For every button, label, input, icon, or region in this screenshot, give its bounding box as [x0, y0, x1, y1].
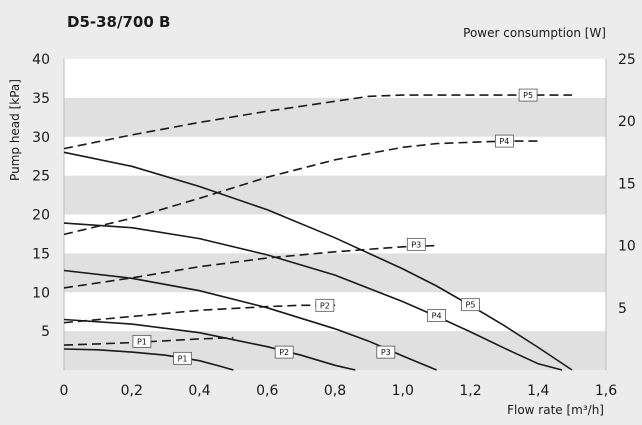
- y-tick-label: 25: [32, 169, 50, 185]
- x-tick-labels: 0 0,2 0,4 0,6 0,8 1,0 1,2 1,4 1,6: [60, 383, 618, 399]
- grid-band: [64, 97, 606, 137]
- x-axis-label: Flow rate [m³/h]: [507, 403, 604, 417]
- chart-title: D5-38/700 B: [67, 13, 170, 31]
- y2-tick-label: 15: [618, 176, 636, 192]
- x-tick-label: 1,0: [392, 383, 414, 399]
- power-curve-label-p2: P2: [320, 301, 330, 310]
- power-curve-p3: [63, 244, 437, 289]
- x-tick-label: 0,4: [188, 383, 210, 399]
- x-tick-label: 1,4: [527, 383, 549, 399]
- head-curve-p5: [63, 151, 573, 371]
- y2-tick-label: 20: [618, 114, 636, 130]
- power-curve-label-p5: P5: [523, 91, 533, 100]
- power-curve-p5: [63, 94, 573, 150]
- grid-band: [64, 253, 606, 293]
- x-tick-label: 0,8: [324, 383, 346, 399]
- grid-band: [64, 331, 606, 370]
- head-curves: [63, 151, 573, 371]
- y-tick-label: 30: [32, 130, 50, 146]
- head-curve-label-p1: P1: [178, 354, 188, 363]
- y-tick-label: 20: [32, 208, 50, 224]
- head-curve-label-box-p5: [461, 298, 480, 312]
- curve-labels: P1 P2 P3 P4 P5 P1 P2 P3 P4 P5: [132, 88, 538, 365]
- head-curve-p2: [63, 318, 356, 371]
- y-tick-label: 5: [41, 324, 50, 340]
- power-curve-label-box-p5: [518, 88, 538, 102]
- y2-tick-label: 25: [618, 52, 636, 68]
- y-axis-label: Pump head [kPa]: [8, 79, 22, 181]
- y-tick-label: 35: [32, 91, 50, 107]
- head-curve-p1: [63, 348, 234, 371]
- head-curve-label-p3: P3: [381, 348, 391, 357]
- head-curve-p3: [63, 269, 437, 371]
- head-curve-label-box-p4: [427, 309, 447, 322]
- y2-tick-label: 10: [618, 239, 636, 255]
- power-curve-p4: [63, 140, 539, 236]
- power-curve-label-box-p4: [494, 134, 514, 148]
- power-curve-label-p3: P3: [411, 240, 421, 249]
- head-curve-label-box-p2: [274, 345, 294, 359]
- grid-bands: [64, 97, 606, 370]
- power-curve-label-box-p3: [406, 237, 426, 251]
- x-tick-label: 0,2: [121, 383, 143, 399]
- grid-band: [64, 175, 606, 215]
- x-tick-label: 0,6: [256, 383, 278, 399]
- x-tick-label: 0: [60, 383, 69, 399]
- power-curve-label-p1: P1: [137, 337, 147, 346]
- y-tick-label: 15: [32, 246, 50, 262]
- power-curve-label-p4: P4: [499, 137, 509, 146]
- head-curve-label-p5: P5: [466, 301, 476, 310]
- head-curve-p4: [63, 222, 563, 371]
- head-curve-label-p2: P2: [279, 348, 289, 357]
- y-tick-labels: 5 10 15 20 25 30 35 40: [32, 52, 50, 340]
- y-tick-label: 10: [32, 285, 50, 301]
- y2-axis-label: Power consumption [W]: [463, 26, 606, 40]
- head-curve-label-box-p3: [376, 345, 396, 359]
- x-tick-label: 1,2: [459, 383, 481, 399]
- power-curve-label-box-p1: [132, 334, 152, 348]
- power-curve-p2: [63, 304, 335, 324]
- y2-tick-labels: 5 10 15 20 25: [618, 52, 636, 317]
- head-curve-label-box-p1: [173, 351, 192, 365]
- y-tick-label: 40: [32, 52, 50, 68]
- head-curve-label-p4: P4: [432, 312, 442, 321]
- power-curve-label-box-p2: [315, 298, 335, 312]
- x-tick-label: 1,6: [595, 383, 617, 399]
- y2-tick-label: 5: [618, 301, 627, 317]
